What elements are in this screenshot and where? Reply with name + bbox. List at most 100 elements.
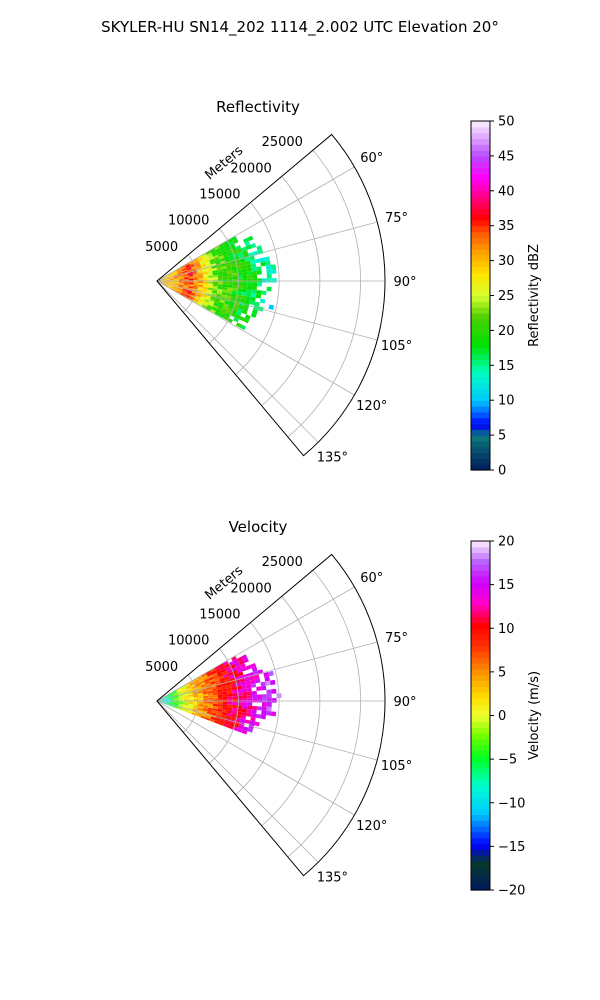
radar-cell <box>224 720 230 725</box>
radar-cell <box>182 690 188 694</box>
radar-cell <box>183 705 189 708</box>
radar-cell <box>163 275 169 279</box>
radar-cell <box>177 287 183 291</box>
radar-cell <box>198 678 205 683</box>
radar-cell <box>198 677 204 681</box>
radar-cell <box>256 694 263 699</box>
radar-cell <box>198 698 204 700</box>
colorbar-segment <box>471 121 490 128</box>
colorbar-tick-label: 50 <box>498 115 515 130</box>
radar-cell <box>242 698 248 703</box>
radar-cell <box>212 703 218 707</box>
radar-cell <box>206 291 212 295</box>
radar-cell <box>180 265 186 269</box>
colorbar-segment <box>471 423 490 430</box>
radar-cell <box>196 265 202 269</box>
radar-cell <box>178 279 184 281</box>
radar-cell <box>218 243 224 248</box>
radar-cell <box>183 704 189 707</box>
colorbar-segment <box>471 184 490 192</box>
radar-cell <box>168 695 174 698</box>
radar-cell <box>169 279 175 281</box>
colorbar-segment <box>471 546 490 554</box>
radar-cell <box>163 276 169 279</box>
radar-cell <box>168 703 174 706</box>
colorbar-tick-label: 15 <box>498 359 515 374</box>
colorbar-segment <box>471 785 490 792</box>
radar-cell <box>232 279 238 283</box>
colorbar-segment <box>471 219 490 227</box>
radar-cell <box>207 271 213 274</box>
radar-cell <box>230 260 236 265</box>
radar-cell <box>266 286 272 292</box>
radar-cell <box>235 322 242 328</box>
radar-cell <box>245 664 252 670</box>
radar-cell <box>222 670 228 676</box>
radar-cell <box>197 286 204 289</box>
radar-cell <box>192 677 199 682</box>
radar-cell <box>207 674 214 679</box>
radar-cell <box>238 316 245 322</box>
radar-cell <box>183 281 189 283</box>
radar-cell <box>159 281 164 284</box>
radar-cell <box>227 276 233 280</box>
radar-cell <box>241 688 247 693</box>
radar-cell <box>211 710 218 714</box>
radar-cell <box>271 268 277 274</box>
colorbar-segment <box>471 773 490 781</box>
radar-cell <box>182 289 188 293</box>
radar-cell <box>210 261 216 265</box>
colorbar: 0 5 10 15 20 25 30 35 40 45 50 Reflectivity dBZ <box>470 115 542 479</box>
colorbar-segment <box>471 756 490 763</box>
colorbar-tick-label: 0 <box>498 464 506 479</box>
radar-cell <box>203 300 209 305</box>
radar-cell <box>172 691 178 695</box>
radar-cell <box>242 237 249 244</box>
radar-cell <box>226 687 232 692</box>
radar-cell <box>211 267 218 272</box>
radar-cell <box>164 279 170 281</box>
radar-cell <box>250 259 256 265</box>
range-ring <box>287 569 361 858</box>
radar-cell <box>168 704 174 708</box>
colorbar-segment <box>471 429 490 436</box>
radar-cell <box>232 707 238 712</box>
radar-cell <box>225 715 232 720</box>
radar-cell <box>180 266 186 270</box>
radar-cell <box>239 298 246 303</box>
radar-cell <box>264 676 270 682</box>
radar-cell <box>183 692 189 696</box>
colorbar-segment <box>471 161 490 169</box>
colorbar-segment <box>471 744 490 751</box>
radar-cell <box>177 690 183 694</box>
radar-cell <box>202 302 208 307</box>
colorbar-segment <box>471 266 490 273</box>
radar-cell <box>250 243 257 249</box>
radar-cell <box>186 687 192 691</box>
radar-cell <box>196 685 202 689</box>
radar-cell <box>271 698 277 703</box>
radar-cell <box>227 693 233 697</box>
radar-cell <box>199 260 205 265</box>
azimuth-gridline <box>156 700 355 816</box>
colorbar-segment <box>471 709 490 717</box>
range-ring <box>287 149 361 438</box>
colorbar-tick-label: 5 <box>498 665 506 680</box>
colorbar-segment <box>471 570 490 577</box>
radar-cell <box>228 254 235 260</box>
radar-cell <box>205 295 211 299</box>
radar-cell <box>261 694 267 699</box>
radar-cell <box>212 274 218 278</box>
radar-cell <box>227 704 233 708</box>
radar-cell <box>203 283 209 286</box>
radar-cell <box>202 710 208 714</box>
radar-cell <box>180 685 186 689</box>
radar-cell <box>173 285 179 288</box>
radar-cell <box>256 686 262 691</box>
colorbar-segment <box>471 283 490 291</box>
colorbar-segment <box>471 692 490 699</box>
radar-cell <box>163 695 169 698</box>
radar-cell <box>226 684 232 689</box>
azimuth-tick-label: 135° <box>317 870 348 885</box>
colorbar-segment <box>471 791 490 798</box>
